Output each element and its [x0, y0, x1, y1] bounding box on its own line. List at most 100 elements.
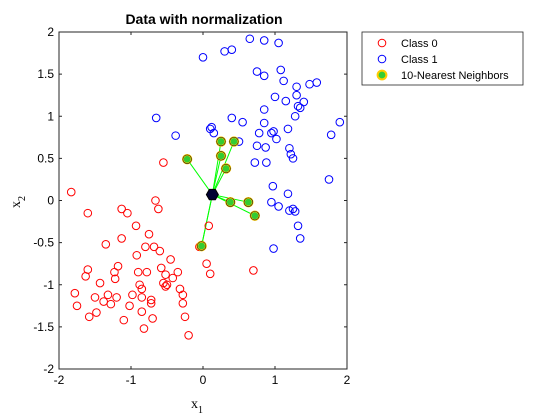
class-0-point	[159, 158, 168, 167]
class-0-point	[184, 331, 193, 340]
class-1-point	[252, 67, 262, 76]
class-0-point	[72, 301, 82, 311]
axes-box	[58, 31, 348, 370]
class-1-point	[259, 36, 269, 45]
y-tick-label: 1.5	[37, 67, 54, 81]
nearest-neighbor-point-outline	[229, 136, 239, 147]
x-tick-label: 0	[200, 373, 207, 387]
class-0-point	[128, 290, 137, 300]
class-1-point	[281, 96, 291, 106]
class-1-point	[274, 38, 283, 48]
class-1-point	[290, 207, 300, 216]
class-0-point	[101, 240, 111, 249]
query-point	[205, 188, 219, 201]
class-1-point	[285, 143, 294, 153]
class-0-point	[178, 298, 188, 308]
y-tick-label: 0.5	[37, 151, 54, 165]
class-0-point	[162, 280, 172, 290]
nearest-neighbor-point-outline	[216, 151, 226, 161]
class-0-point	[161, 270, 170, 279]
x-tick-label: -1	[126, 373, 137, 387]
class-1-point	[267, 197, 276, 207]
y-tick-label: 2	[47, 25, 54, 39]
y-axis-label: x2	[9, 196, 28, 208]
class-0-point	[148, 314, 157, 323]
class-0-point	[84, 312, 94, 322]
class-0-point	[92, 308, 101, 317]
class-0-point	[135, 280, 144, 290]
class-1-point	[259, 105, 269, 114]
class-0-point	[137, 284, 147, 294]
class-1-point	[288, 204, 298, 214]
class-1-point	[171, 131, 180, 140]
class-1-point	[272, 134, 281, 144]
class-1-point	[283, 124, 293, 134]
y-tick-label: -2	[43, 362, 54, 376]
class-0-point	[117, 234, 126, 243]
class-0-point	[106, 299, 116, 309]
x-axis-label-base: x	[191, 397, 198, 412]
class-1-point	[238, 117, 247, 127]
class-0-point	[95, 278, 105, 288]
class-1-point	[250, 158, 260, 167]
class-1-point	[227, 113, 237, 123]
nearest-neighbor-point-outline	[216, 136, 226, 147]
class-1-point	[151, 113, 161, 123]
class-1-point	[293, 221, 303, 231]
class-0-point	[123, 208, 132, 218]
nearest-neighbor-point-outline	[196, 241, 207, 251]
class-0-point	[113, 261, 123, 271]
class-1-point	[324, 175, 334, 184]
class-0-point	[249, 266, 258, 275]
x-axis-label-subscript: 1	[198, 405, 203, 416]
neighbor-connector-line	[211, 155, 222, 195]
class-0-point	[117, 204, 126, 214]
class-0-point	[70, 288, 80, 298]
legend-label-class-0: Class 0	[401, 38, 438, 50]
class-1-point	[209, 128, 219, 138]
legend-label-class-1: Class 1	[401, 54, 438, 66]
y-tick-label: -0.5	[33, 236, 54, 250]
class-0-point	[146, 298, 156, 308]
class-1-point	[227, 45, 237, 54]
class-0-point	[112, 293, 121, 302]
class-1-point	[326, 130, 336, 140]
x-tick-label: 1	[272, 373, 279, 387]
y-tick-label: -1.5	[33, 320, 54, 334]
class-0-point	[155, 246, 165, 256]
class-1-point	[299, 97, 309, 107]
class-1-point	[279, 76, 288, 86]
class-1-point	[293, 101, 303, 111]
ticks: -2 -1 0 1 2 -2 -1.5 -1 -0.5 0 0.5 1 1.5 2	[33, 25, 350, 387]
class-0-point	[142, 267, 152, 277]
class-1-point	[276, 65, 286, 75]
legend-box	[361, 31, 524, 86]
class-0-point	[146, 295, 156, 305]
x-tick-label: -2	[54, 373, 65, 387]
class-1-point	[198, 52, 208, 62]
class-0-point	[202, 259, 211, 268]
y-tick-label: -1	[43, 278, 54, 292]
class-0-point	[90, 293, 100, 302]
nearest-neighbor-point-outline	[182, 154, 192, 164]
y-axis-label-subscript: 2	[17, 196, 28, 201]
class-1-point	[312, 78, 322, 87]
nearest-neighbor-point-outline	[243, 197, 253, 207]
class-0-point	[119, 315, 129, 325]
class-0-point	[83, 265, 93, 274]
class-0-point	[156, 263, 166, 273]
class-1-point	[269, 127, 278, 136]
neighbor-connector-line	[186, 158, 213, 195]
class-0-point	[125, 301, 134, 311]
nearest-neighbor-point-outline	[221, 163, 231, 174]
y-tick-label: 0	[47, 194, 54, 208]
class-1-point	[262, 158, 271, 167]
class-0-point	[132, 250, 142, 260]
class-1-point	[290, 111, 300, 121]
class-0-point	[180, 312, 190, 322]
class-1-point	[261, 143, 270, 152]
plot-area: -2 -1 0 1 2 -2 -1.5 -1 -0.5 0 0.5 1 1.5 2	[33, 25, 350, 387]
class-0-point	[149, 242, 159, 252]
class-0-point	[151, 196, 160, 205]
